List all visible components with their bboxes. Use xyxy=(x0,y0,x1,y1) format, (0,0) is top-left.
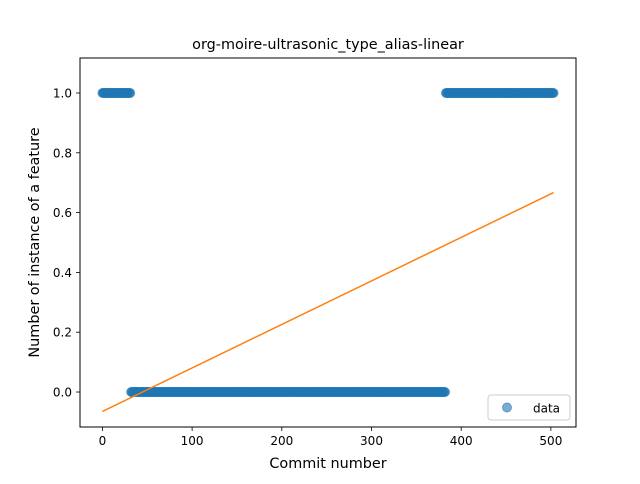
legend-label-data: data xyxy=(533,402,560,416)
y-tick-label: 0.0 xyxy=(53,386,72,400)
legend-marker-data xyxy=(502,402,512,413)
axes-frame xyxy=(79,57,577,428)
x-tick-label: 500 xyxy=(539,434,562,448)
y-tick-label: 0.4 xyxy=(53,266,72,280)
axis-ticks: 0 100 200 300 400 500 0.0 0.2 0.4 0.6 0.8 1.0 xyxy=(53,86,562,448)
x-tick-label: 100 xyxy=(181,434,204,448)
y-tick-label: 0.8 xyxy=(53,146,72,160)
x-tick-label: 400 xyxy=(450,434,473,448)
legend: data xyxy=(487,394,571,421)
plot-area xyxy=(97,87,559,413)
data-point xyxy=(125,87,136,98)
x-tick-label: 200 xyxy=(270,434,293,448)
y-tick-label: 0.2 xyxy=(53,326,72,340)
y-axis-label: Number of instance of a feature xyxy=(27,127,43,357)
y-tick-label: 0.6 xyxy=(53,206,72,220)
y-tick-label: 1.0 xyxy=(53,86,72,100)
x-tick-label: 300 xyxy=(360,434,383,448)
fit-line xyxy=(102,191,554,413)
data-point xyxy=(548,87,559,98)
chart-title: org-moire-ultrasonic_type_alias-linear xyxy=(192,37,464,53)
data-point xyxy=(440,387,451,398)
x-axis-label: Commit number xyxy=(269,456,386,472)
x-tick-label: 0 xyxy=(99,434,107,448)
legend-box xyxy=(487,394,571,421)
